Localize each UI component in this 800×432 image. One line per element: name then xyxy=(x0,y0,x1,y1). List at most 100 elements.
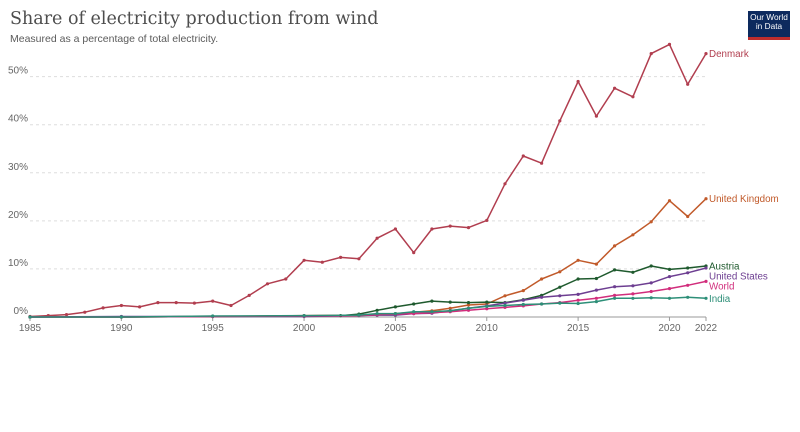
data-point-india[interactable] xyxy=(375,312,379,316)
data-point-denmark[interactable] xyxy=(430,227,434,231)
data-point-austria[interactable] xyxy=(594,276,599,281)
data-point-denmark[interactable] xyxy=(466,226,471,230)
data-point-india[interactable] xyxy=(631,296,635,300)
data-point-united-states[interactable] xyxy=(503,301,507,305)
data-point-india[interactable] xyxy=(302,314,306,318)
data-point-denmark[interactable] xyxy=(302,258,306,262)
data-point-united-states[interactable] xyxy=(686,271,690,275)
data-point-denmark[interactable] xyxy=(448,224,452,228)
data-point-denmark[interactable] xyxy=(284,277,288,281)
data-point-india[interactable] xyxy=(28,315,32,319)
data-point-india[interactable] xyxy=(704,296,708,300)
data-point-denmark[interactable] xyxy=(393,227,397,231)
data-point-denmark[interactable] xyxy=(704,52,708,56)
data-point-india[interactable] xyxy=(540,302,544,306)
data-point-united-states[interactable] xyxy=(613,285,617,289)
data-point-denmark[interactable] xyxy=(576,79,580,84)
data-point-india[interactable] xyxy=(412,310,416,314)
data-point-india[interactable] xyxy=(466,306,471,310)
data-point-united-states[interactable] xyxy=(704,266,708,270)
data-point-united-kingdom[interactable] xyxy=(540,277,544,281)
data-point-united-states[interactable] xyxy=(649,281,653,285)
data-point-india[interactable] xyxy=(558,301,562,305)
data-point-india[interactable] xyxy=(211,314,215,318)
data-point-united-kingdom[interactable] xyxy=(704,197,708,201)
data-point-austria[interactable] xyxy=(393,305,397,309)
data-point-denmark[interactable] xyxy=(83,310,87,314)
data-point-denmark[interactable] xyxy=(211,299,215,303)
data-point-denmark[interactable] xyxy=(357,257,361,261)
data-point-india[interactable] xyxy=(357,313,361,317)
data-point-united-kingdom[interactable] xyxy=(503,294,507,298)
data-point-united-kingdom[interactable] xyxy=(649,220,653,224)
data-point-united-states[interactable] xyxy=(540,295,544,299)
data-point-india[interactable] xyxy=(119,315,123,319)
data-point-denmark[interactable] xyxy=(558,119,562,123)
data-point-denmark[interactable] xyxy=(521,154,525,158)
data-point-united-states[interactable] xyxy=(667,275,672,279)
data-point-india[interactable] xyxy=(594,300,599,304)
data-point-world[interactable] xyxy=(686,283,690,287)
data-point-austria[interactable] xyxy=(466,301,471,305)
data-point-united-kingdom[interactable] xyxy=(466,303,471,307)
data-point-denmark[interactable] xyxy=(412,251,416,255)
data-point-india[interactable] xyxy=(667,296,672,300)
data-point-united-states[interactable] xyxy=(558,294,562,298)
data-point-austria[interactable] xyxy=(613,268,617,272)
data-point-denmark[interactable] xyxy=(119,303,123,308)
data-point-united-kingdom[interactable] xyxy=(521,289,525,293)
data-point-united-kingdom[interactable] xyxy=(686,214,690,219)
data-point-denmark[interactable] xyxy=(192,301,196,305)
data-point-denmark[interactable] xyxy=(64,313,69,317)
data-point-india[interactable] xyxy=(503,303,507,308)
data-point-world[interactable] xyxy=(485,307,489,311)
series-line-austria[interactable] xyxy=(30,265,707,318)
data-point-austria[interactable] xyxy=(448,300,452,304)
data-point-world[interactable] xyxy=(704,279,708,283)
data-point-austria[interactable] xyxy=(649,264,653,268)
data-point-denmark[interactable] xyxy=(320,260,324,264)
data-point-united-kingdom[interactable] xyxy=(667,199,672,203)
data-point-denmark[interactable] xyxy=(540,161,544,165)
data-point-denmark[interactable] xyxy=(247,293,251,297)
data-point-united-kingdom[interactable] xyxy=(558,270,562,274)
data-point-denmark[interactable] xyxy=(138,305,142,309)
data-point-denmark[interactable] xyxy=(375,236,379,240)
data-point-austria[interactable] xyxy=(576,277,580,281)
data-point-united-kingdom[interactable] xyxy=(448,306,452,310)
data-point-denmark[interactable] xyxy=(485,218,489,222)
data-point-united-kingdom[interactable] xyxy=(594,262,599,266)
series-line-denmark[interactable] xyxy=(29,43,707,318)
data-point-india[interactable] xyxy=(576,301,580,306)
data-point-austria[interactable] xyxy=(485,300,489,304)
data-point-world[interactable] xyxy=(576,298,580,302)
data-point-united-kingdom[interactable] xyxy=(613,244,617,248)
data-point-denmark[interactable] xyxy=(594,114,599,118)
data-point-india[interactable] xyxy=(485,304,489,308)
data-point-india[interactable] xyxy=(393,312,397,316)
data-point-denmark[interactable] xyxy=(229,303,233,308)
data-point-austria[interactable] xyxy=(686,266,690,270)
data-point-united-states[interactable] xyxy=(521,298,525,302)
data-point-austria[interactable] xyxy=(558,285,562,289)
data-point-denmark[interactable] xyxy=(649,52,653,56)
series-line-india[interactable] xyxy=(30,296,707,318)
data-point-united-kingdom[interactable] xyxy=(631,233,635,237)
data-point-denmark[interactable] xyxy=(631,95,635,99)
data-point-denmark[interactable] xyxy=(686,82,690,86)
data-point-denmark[interactable] xyxy=(265,282,270,286)
data-point-world[interactable] xyxy=(613,293,617,297)
data-point-world[interactable] xyxy=(594,296,599,300)
data-point-india[interactable] xyxy=(686,295,690,299)
data-point-denmark[interactable] xyxy=(503,182,507,186)
data-point-austria[interactable] xyxy=(375,308,379,312)
data-point-denmark[interactable] xyxy=(667,42,672,47)
data-point-world[interactable] xyxy=(667,287,672,291)
data-point-world[interactable] xyxy=(649,289,653,294)
owid-logo[interactable]: Our World in Data xyxy=(748,11,790,37)
data-point-india[interactable] xyxy=(649,296,653,300)
data-point-denmark[interactable] xyxy=(174,301,178,305)
data-point-denmark[interactable] xyxy=(156,301,160,305)
data-point-austria[interactable] xyxy=(412,302,416,306)
data-point-india[interactable] xyxy=(430,310,434,314)
